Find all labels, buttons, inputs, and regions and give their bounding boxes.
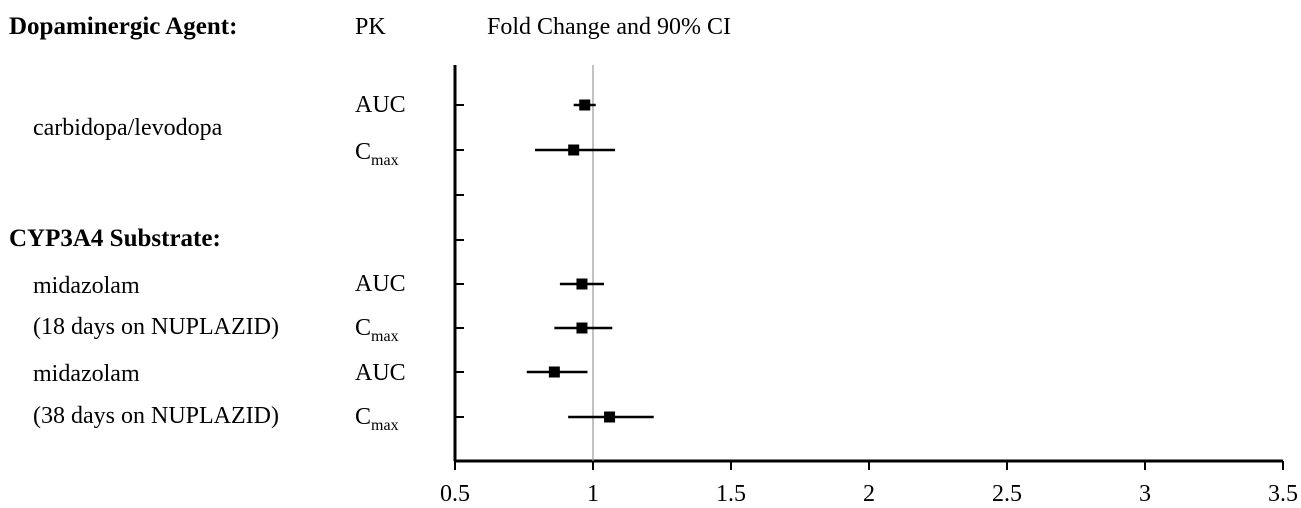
x-tick-label: 2.5 [992, 481, 1022, 507]
point-estimate [576, 278, 588, 290]
drug-label-midazolam-38-line2: (38 days on NUPLAZID) [33, 403, 279, 429]
header-dopaminergic-agent: Dopaminergic Agent: [9, 13, 238, 40]
pk-label-auc: AUC [355, 271, 406, 297]
pk-max-subscript: max [371, 328, 399, 345]
header-pk: PK [355, 14, 386, 40]
drug-label-midazolam-18-line2: (18 days on NUPLAZID) [33, 314, 279, 340]
drug-label-carbidopa-levodopa: carbidopa/levodopa [33, 115, 223, 141]
pk-label-cmax: Cmax [355, 403, 399, 440]
pk-label-cmax: Cmax [355, 138, 399, 175]
drug-label-midazolam-38-line1: midazolam [33, 361, 140, 387]
x-tick-label: 1 [587, 481, 599, 507]
x-tick-label: 3.5 [1268, 481, 1298, 507]
pk-label-cmax: Cmax [355, 314, 399, 351]
point-estimate [548, 366, 560, 378]
point-estimate [576, 322, 588, 334]
point-estimate [604, 411, 616, 423]
point-estimate [579, 99, 591, 111]
pk-label-auc: AUC [355, 92, 406, 118]
x-tick-label: 3 [1139, 481, 1151, 507]
pk-label-auc: AUC [355, 360, 406, 386]
header-fold-change: Fold Change and 90% CI [487, 14, 731, 40]
x-tick-label: 2 [863, 481, 875, 507]
x-tick-label: 1.5 [716, 481, 746, 507]
drug-label-midazolam-18-line1: midazolam [33, 273, 140, 299]
point-estimate [568, 144, 580, 156]
group-cyp3a4-substrate: CYP3A4 Substrate: [9, 225, 221, 252]
pk-max-subscript: max [371, 152, 399, 169]
pk-c: C [355, 404, 372, 430]
pk-c: C [355, 315, 372, 341]
pk-max-subscript: max [371, 417, 399, 434]
x-tick-label: 0.5 [440, 481, 470, 507]
pk-c: C [355, 139, 372, 165]
